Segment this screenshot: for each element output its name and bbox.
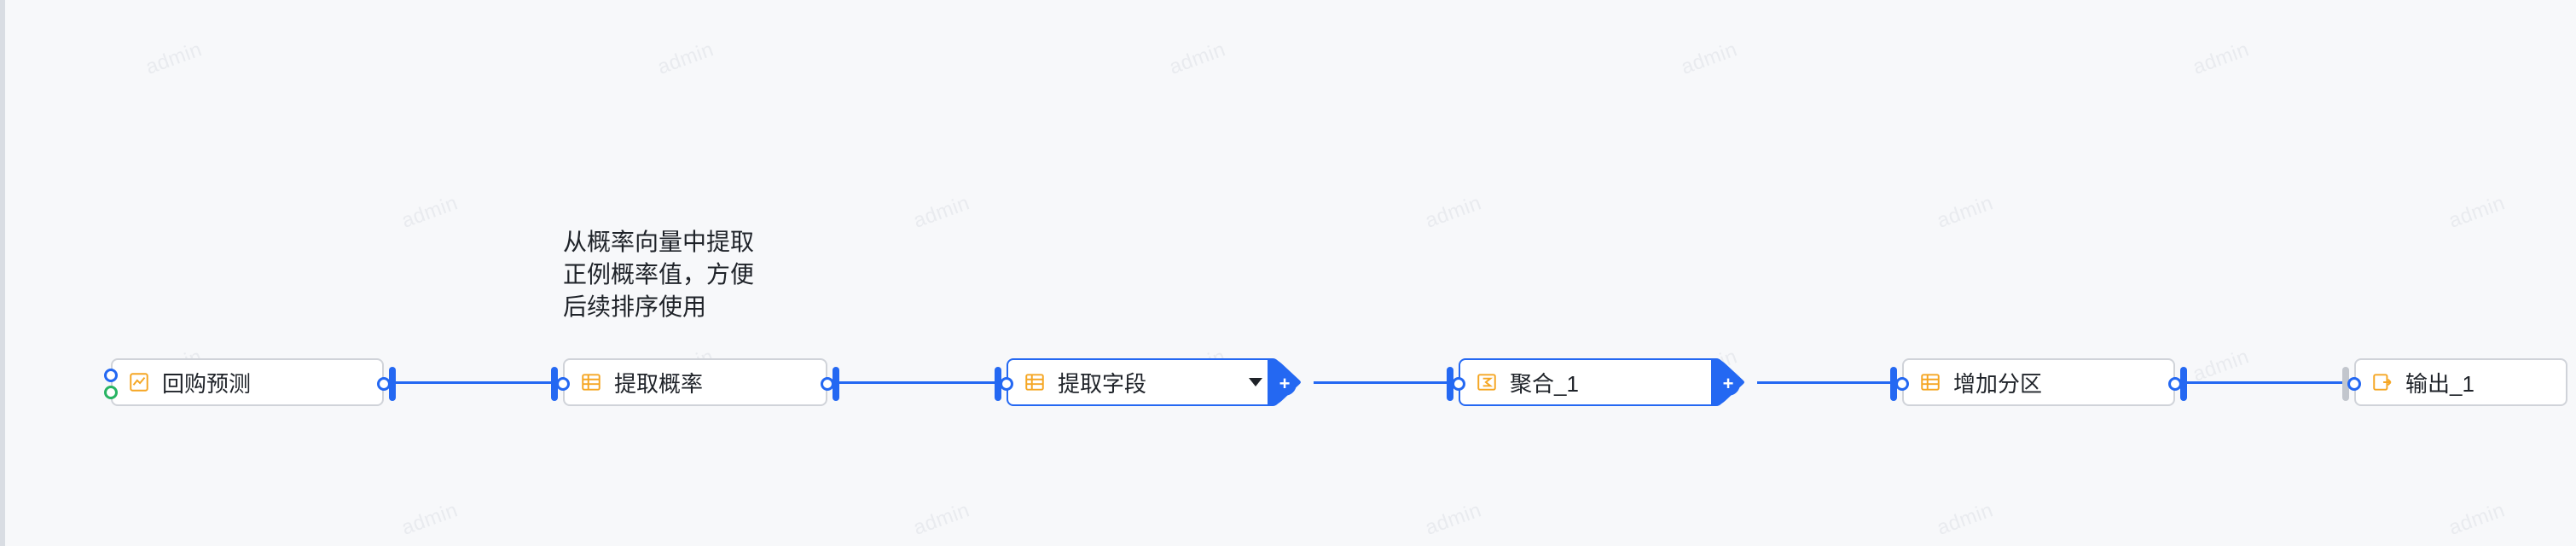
watermark: admin [1422,191,1484,234]
edge [2184,381,2346,384]
input-port[interactable] [1000,377,1013,391]
sigma-icon [1476,371,1498,393]
watermark: admin [910,191,972,234]
edge [392,381,554,384]
watermark: admin [398,498,461,541]
node-label: 聚合_1 [1510,367,1706,398]
flow-node-n2[interactable]: 提取概率 [563,358,827,406]
input-port[interactable] [2347,377,2361,391]
input-port[interactable] [104,386,118,399]
watermark: admin [2190,38,2252,80]
watermark: admin [1934,498,1996,541]
watermark: admin [1422,498,1484,541]
watermark: admin [2445,498,2508,541]
watermark: admin [910,498,972,541]
node-annotation: 从概率向量中提取正例概率值，方便后续排序使用 [563,226,754,322]
node-label: 回购预测 [162,367,367,398]
table-icon [1024,371,1046,393]
flow-node-n5[interactable]: 增加分区 [1902,358,2175,406]
watermark: admin [1934,191,1996,234]
flow-node-n1[interactable]: 回购预测 [111,358,384,406]
output-port[interactable] [2168,377,2182,391]
node-label: 增加分区 [1953,367,2158,398]
edge [1757,381,1894,384]
output-port[interactable] [821,377,834,391]
table-icon [1919,371,1941,393]
watermark: admin [1678,38,1740,80]
flow-node-n4[interactable]: 聚合_1+ [1459,358,1723,406]
flow-node-n3[interactable]: 提取字段+ [1007,358,1279,406]
chevron-down-icon[interactable] [1249,378,1262,386]
add-node-button[interactable]: + [1273,372,1297,396]
predict-icon [128,371,150,393]
export-icon [2371,371,2393,393]
input-port[interactable] [1895,377,1909,391]
table-icon [580,371,602,393]
edge [1314,381,1450,384]
node-label: 提取字段 [1058,367,1227,398]
edge [836,381,998,384]
watermark: admin [398,191,461,234]
watermark: admin [654,38,717,80]
watermark: admin [2445,191,2508,234]
add-node-button[interactable]: + [1716,372,1740,396]
flow-canvas[interactable]: admin admin admin admin admin admin admin admin… [0,0,2576,546]
node-label: 输出_1 [2405,367,2550,398]
left-ruler [0,0,5,546]
input-port[interactable] [104,369,118,382]
watermark: admin [142,38,205,80]
input-port[interactable] [556,377,570,391]
node-label: 提取概率 [614,367,810,398]
output-port[interactable] [377,377,391,391]
watermark: admin [1166,38,1228,80]
flow-node-n6[interactable]: 输出_1 [2354,358,2567,406]
input-port[interactable] [1452,377,1465,391]
